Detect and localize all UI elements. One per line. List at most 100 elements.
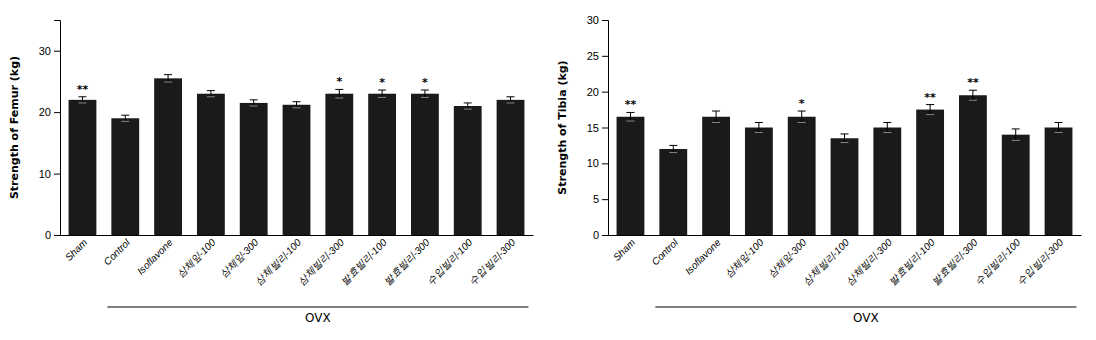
y-tick-mark <box>602 199 608 200</box>
error-bar <box>798 111 806 122</box>
y-tick-mark <box>54 112 60 113</box>
error-bar-stem <box>1058 122 1059 132</box>
bar <box>788 117 816 235</box>
y-tick: 5 <box>593 193 608 205</box>
y-tick: 0 <box>45 229 60 241</box>
error-bar <box>378 90 386 97</box>
error-bar-stem <box>339 89 340 98</box>
y-tick-label: 10 <box>587 157 599 169</box>
y-tick-label: 10 <box>39 168 51 180</box>
error-bar-cap <box>926 104 934 105</box>
error-bar-stem <box>125 115 126 121</box>
bar <box>873 128 901 236</box>
x-tick-label: Control <box>101 236 132 267</box>
error-bar <box>78 97 86 103</box>
bar <box>617 117 645 235</box>
error-bar-cap <box>378 90 386 91</box>
panel: 0102030Strength of Femur (kg)ShamControl… <box>8 21 534 325</box>
bar <box>283 105 311 235</box>
significance-labels: ***** <box>77 75 428 95</box>
y-tick-label: 5 <box>593 193 599 205</box>
error-bar-cap <box>1055 122 1063 123</box>
x-tick-label: Isoflavone <box>683 236 723 276</box>
error-bar-cap <box>883 122 891 123</box>
error-bar-stem <box>972 90 973 100</box>
error-bar-cap <box>78 102 86 103</box>
x-tick-label: 수입빌리-300 <box>467 236 518 287</box>
y-axis-title: Strength of Femur (kg) <box>8 56 21 199</box>
error-bar <box>841 134 849 143</box>
bars <box>617 95 1073 235</box>
error-bar-stem <box>382 90 383 97</box>
error-bar-stem <box>887 122 888 132</box>
error-bar-cap <box>421 97 429 98</box>
y-tick: 25 <box>587 50 608 62</box>
bar <box>702 117 730 235</box>
y-tick-mark <box>602 235 608 236</box>
error-bar-cap <box>1012 140 1020 141</box>
bar <box>745 128 773 236</box>
error-bar <box>293 102 301 108</box>
error-bar-cap <box>293 101 301 102</box>
error-bar-stem <box>210 91 211 97</box>
y-tick-label: 30 <box>39 45 51 57</box>
y-tick-mark <box>602 163 608 164</box>
error-bar-stem <box>801 111 802 122</box>
y-tick-label: 25 <box>587 50 599 62</box>
significance-label: ** <box>625 98 637 111</box>
bar <box>69 100 97 235</box>
significance-label: * <box>799 97 805 110</box>
error-bars <box>78 75 514 122</box>
y-tick: 20 <box>587 86 608 98</box>
error-bar-cap <box>669 145 677 146</box>
error-bar-stem <box>673 145 674 152</box>
error-bar <box>712 111 720 122</box>
y-tick-mark <box>54 235 60 236</box>
error-bar <box>250 100 258 106</box>
chart-svg: 0 10 20 30 Strength of Femur (kg) Sham Control… <box>0 0 1096 340</box>
x-tick: 삼체잎-100 <box>722 236 765 279</box>
bar <box>1002 135 1030 235</box>
error-bar-cap <box>626 112 634 113</box>
error-bar-stem <box>296 102 297 108</box>
y-tick-mark <box>602 20 608 21</box>
error-bar-cap <box>798 122 806 123</box>
y-tick-label: 0 <box>45 229 51 241</box>
x-tick-label: 삼체잎-100 <box>174 236 217 279</box>
x-tick: Sham <box>611 237 637 263</box>
bracket-label: OVX <box>305 311 331 325</box>
bar <box>197 94 225 235</box>
y-tick-mark <box>54 51 60 52</box>
bracket-line <box>107 307 528 308</box>
y-tick-label: 20 <box>587 86 599 98</box>
error-bar-cap <box>121 121 129 122</box>
bracket-label: OVX <box>853 311 879 325</box>
x-tick-label: Sham <box>63 237 89 263</box>
error-bar-cap <box>464 102 472 103</box>
x-tick: Isoflavone <box>683 236 723 276</box>
error-bar-stem <box>424 90 425 97</box>
bar <box>411 94 439 235</box>
error-bar-cap <box>883 132 891 133</box>
y-tick-label: 30 <box>587 14 599 26</box>
error-bar <box>969 90 977 100</box>
error-bar-cap <box>250 106 258 107</box>
error-bar-cap <box>755 122 763 123</box>
x-tick: Sham <box>63 237 89 263</box>
y-tick: 15 <box>587 122 608 134</box>
y-tick-mark <box>602 56 608 57</box>
error-bar <box>207 91 215 97</box>
x-axis-line <box>609 235 1082 236</box>
error-bar <box>755 122 763 132</box>
y-tick-label: 0 <box>593 229 599 241</box>
x-tick-label: 삼체잎-300 <box>217 236 260 279</box>
bar <box>325 94 353 235</box>
x-tick: 수입빌리-300 <box>1015 236 1066 287</box>
error-bar-cap <box>712 122 720 123</box>
bar <box>1045 128 1073 236</box>
x-tick-label: Isoflavone <box>135 236 175 276</box>
bar <box>111 118 139 235</box>
y-tick: 10 <box>39 168 60 180</box>
error-bar-cap <box>464 109 472 110</box>
error-bar-cap <box>293 107 301 108</box>
